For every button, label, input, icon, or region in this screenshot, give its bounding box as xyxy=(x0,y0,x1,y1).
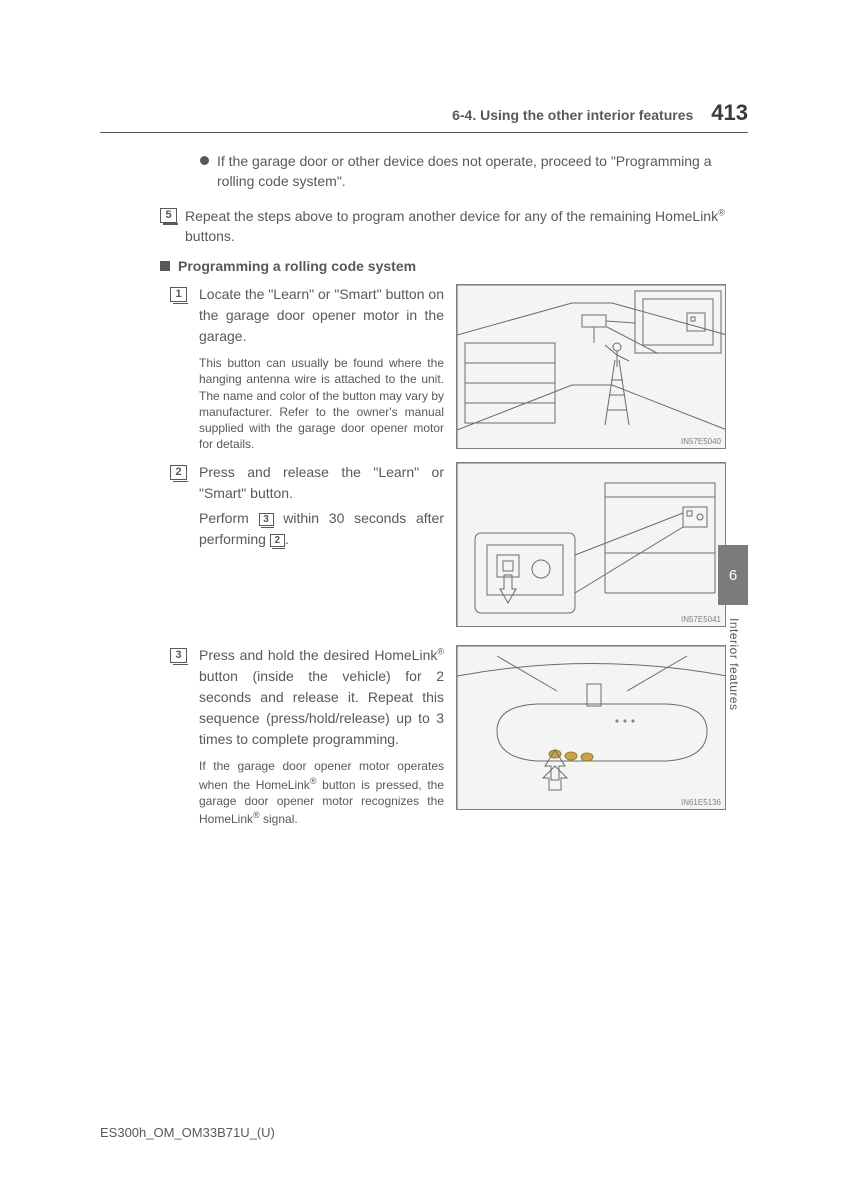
step-number-box: 2 xyxy=(170,465,187,480)
section-label: 6-4. Using the other interior features xyxy=(452,107,693,123)
page-number: 413 xyxy=(711,100,748,126)
step-3-text: Press and hold the desired HomeLink® but… xyxy=(199,645,444,827)
step-2-text: Press and release the "Learn" or "Smart"… xyxy=(199,462,444,550)
step-1-text: Locate the "Learn" or "Smart" button on … xyxy=(199,284,444,452)
step-2-image: IN57E5041 xyxy=(456,462,726,627)
step-number-box: 5 xyxy=(160,208,177,223)
step-1: 1 Locate the "Learn" or "Smart" button o… xyxy=(170,284,748,452)
step-2: 2 Press and release the "Learn" or "Smar… xyxy=(170,462,748,627)
subheading-row: Programming a rolling code system xyxy=(160,258,748,274)
registered-icon: ® xyxy=(437,647,444,657)
page-header: 6-4. Using the other interior features 4… xyxy=(100,100,748,133)
step-3-note: If the garage door opener motor operates… xyxy=(199,758,444,827)
step-number-box: 1 xyxy=(170,287,187,302)
bullet-text: If the garage door or other device does … xyxy=(217,151,748,192)
step-5-text: Repeat the steps above to program anothe… xyxy=(185,206,748,247)
manual-page: 6-4. Using the other interior features 4… xyxy=(0,0,848,1200)
bullet-item: If the garage door or other device does … xyxy=(200,151,748,192)
step-3-image: IN61E5136 xyxy=(456,645,726,810)
chapter-number: 6 xyxy=(729,567,737,584)
chapter-label: Interior features xyxy=(727,618,741,711)
step-1-image: IN57E5040 xyxy=(456,284,726,449)
step-3: 3 Press and hold the desired HomeLink® b… xyxy=(170,645,748,827)
step-1-note: This button can usually be found where t… xyxy=(199,355,444,452)
inline-step-ref: 2 xyxy=(270,534,285,547)
registered-icon: ® xyxy=(718,207,725,217)
subheading: Programming a rolling code system xyxy=(178,258,416,274)
image-id-label: IN57E5041 xyxy=(681,615,721,624)
image-id-label: IN61E5136 xyxy=(681,798,721,807)
image-id-label: IN57E5040 xyxy=(681,437,721,446)
registered-icon: ® xyxy=(253,810,260,820)
chapter-tab: 6 xyxy=(718,545,748,605)
step-number-box: 3 xyxy=(170,648,187,663)
document-id: ES300h_OM_OM33B71U_(U) xyxy=(100,1125,275,1140)
step-5: 5 Repeat the steps above to program anot… xyxy=(160,206,748,247)
square-bullet-icon xyxy=(160,261,170,271)
bullet-icon xyxy=(200,156,209,165)
inline-step-ref: 3 xyxy=(259,513,274,526)
